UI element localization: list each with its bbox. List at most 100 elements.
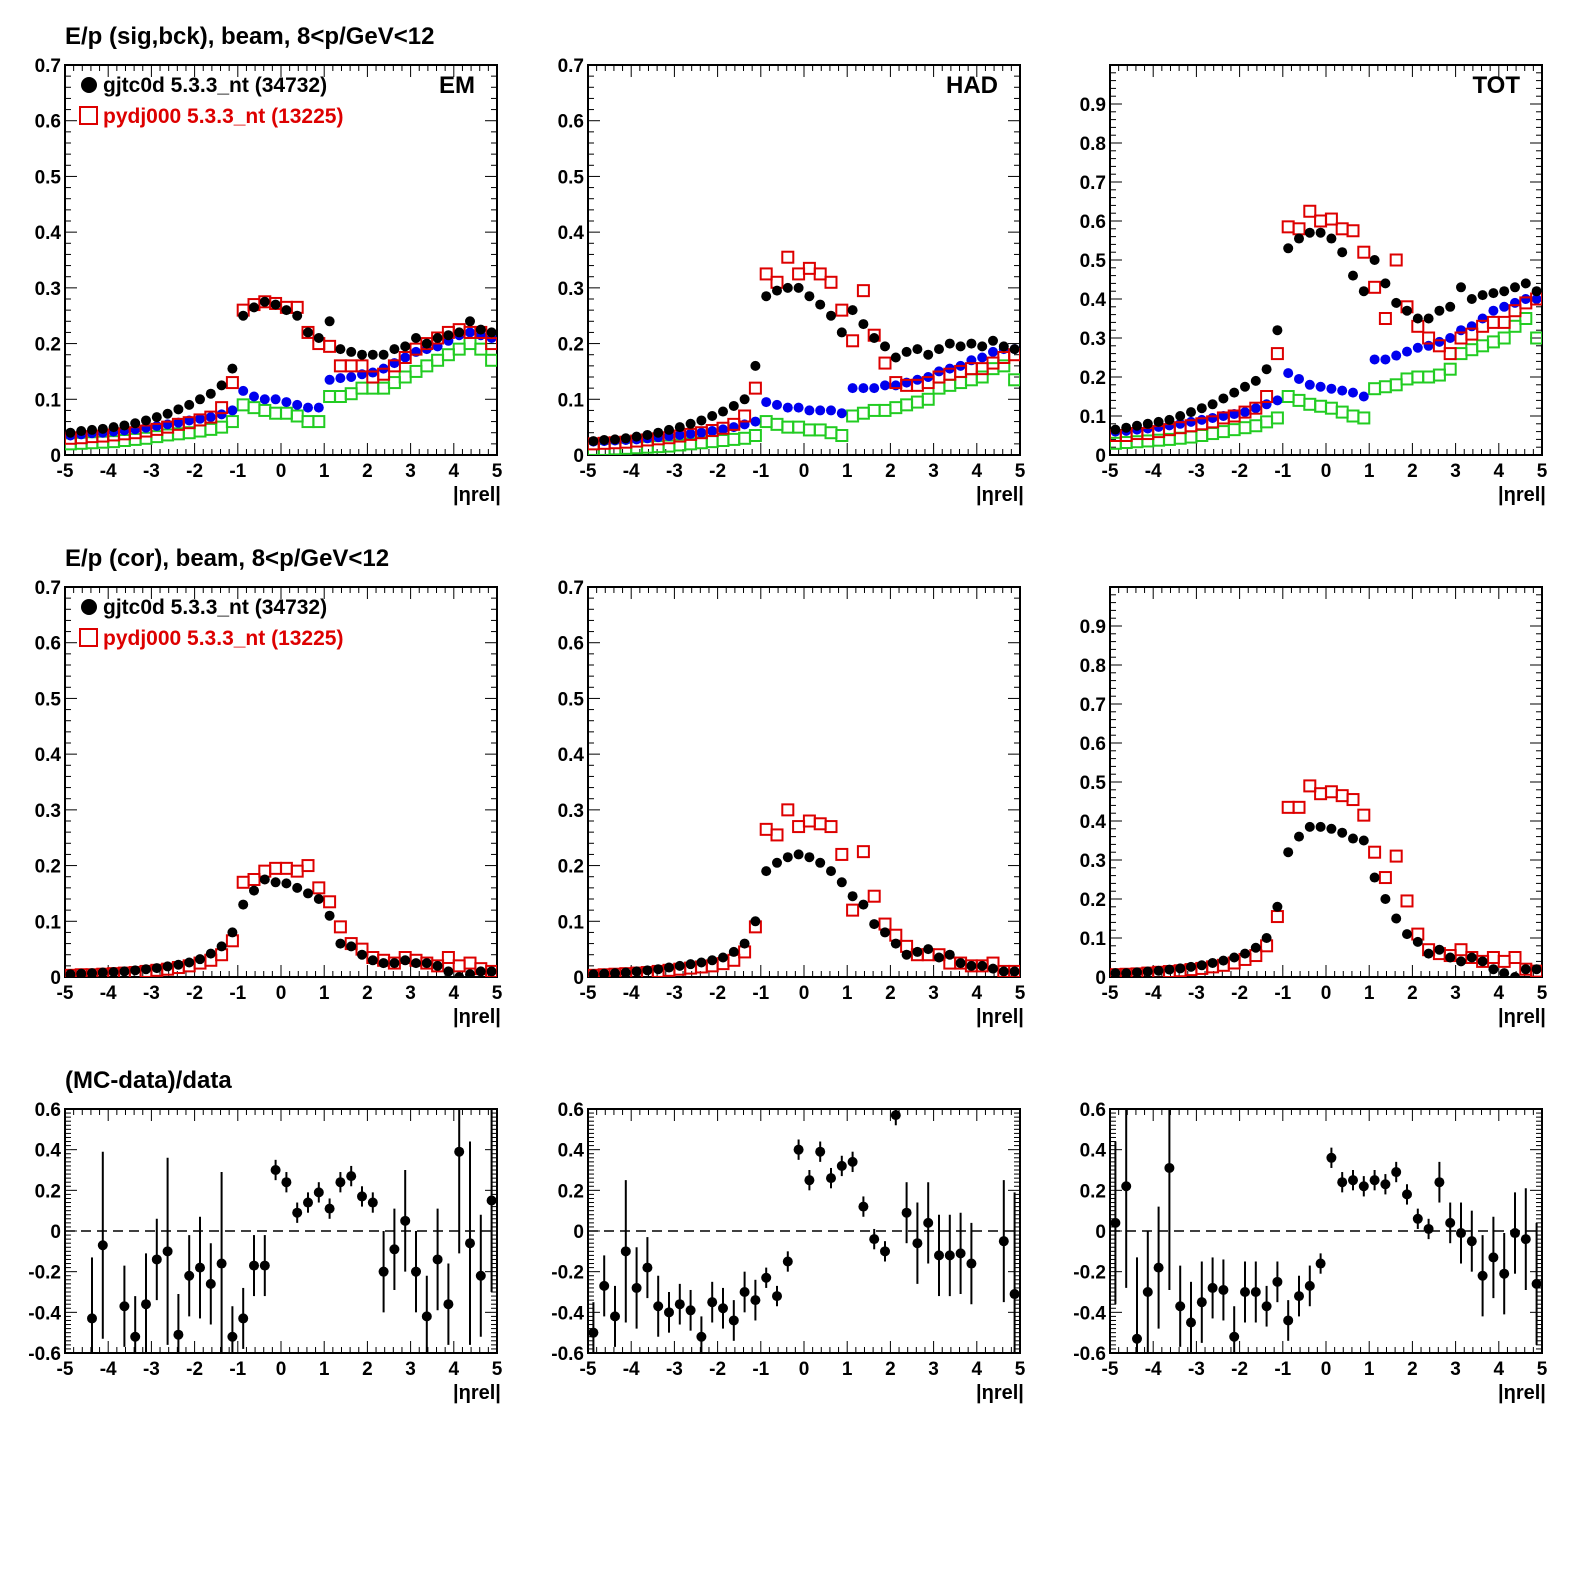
point-mc (792, 420, 806, 434)
point-reco (1283, 368, 1294, 379)
point-data (1434, 305, 1445, 316)
y-tick-label: 0.9 (1080, 95, 1106, 116)
point-mc (1324, 785, 1338, 799)
point-data (324, 1203, 335, 1214)
x-tick-label: -1 (752, 1359, 769, 1380)
point-mc (355, 359, 369, 373)
point-data (292, 882, 303, 893)
point-data (1348, 270, 1358, 281)
point-data (1294, 831, 1304, 842)
point-mc (1432, 368, 1446, 382)
panel-r1-c0: -5 -4 -3 -2 -1 0 1 2 3 4 5 0 0.1 0.2 0.3 0.4 0.5 0.6 0.7 |η… (35, 578, 503, 1028)
point-reco (249, 391, 259, 402)
point-data (1380, 1179, 1391, 1190)
y-tick-label: 0.3 (35, 279, 61, 300)
x-tick-label: 1 (1364, 1359, 1375, 1380)
point-data (108, 422, 119, 433)
point-data (620, 1246, 631, 1257)
point-data (270, 877, 281, 888)
x-tick-label: 0 (276, 983, 287, 1004)
point-mc (452, 959, 466, 973)
x-tick-label: 3 (928, 461, 939, 482)
point-data (804, 852, 815, 863)
point-data (1229, 952, 1240, 963)
point-mc (1519, 312, 1533, 325)
y-tick-label: 0.7 (1080, 173, 1106, 194)
x-tick-label: -5 (580, 983, 597, 1004)
point-mc (975, 370, 989, 384)
point-data (130, 965, 141, 976)
point-mc (333, 390, 347, 403)
point-mc (1497, 954, 1511, 968)
point-data (1348, 1175, 1358, 1186)
point-mc (867, 889, 881, 903)
point-data (1380, 278, 1391, 289)
point-data (119, 1301, 130, 1312)
point-data (1186, 961, 1196, 972)
point-reco (1229, 409, 1240, 420)
point-data (76, 426, 87, 437)
point-data (313, 894, 324, 904)
point-data (1283, 847, 1294, 858)
point-mc (878, 403, 892, 417)
y-tick-label: -0.6 (28, 1344, 61, 1365)
x-tick-label: -5 (1102, 983, 1119, 1004)
x-tick-label: -2 (1231, 983, 1248, 1004)
point-data (674, 960, 685, 971)
y-tick-label: 0.4 (35, 223, 62, 244)
x-tick-label: 3 (928, 1359, 939, 1380)
point-reco (836, 408, 847, 419)
point-data (966, 960, 977, 971)
point-mc (727, 432, 741, 446)
x-tick-label: -5 (580, 1359, 597, 1380)
point-data (1132, 420, 1142, 431)
x-tick-label: -3 (143, 983, 160, 1004)
point-reco (151, 421, 162, 432)
point-mc (1303, 779, 1317, 793)
point-mc (792, 267, 806, 281)
x-tick-label: 0 (1321, 983, 1332, 1004)
point-mc (770, 417, 784, 431)
x-tick-label: -2 (709, 461, 726, 482)
point-reco (227, 405, 238, 416)
point-mc (128, 432, 142, 446)
point-reco (1358, 391, 1369, 402)
point-data (1315, 227, 1326, 238)
point-data (303, 1197, 313, 1208)
x-tick-label: 3 (1450, 461, 1461, 482)
point-data (1391, 913, 1402, 924)
point-mc (856, 284, 870, 298)
point-data (750, 360, 761, 371)
point-data (357, 949, 367, 960)
point-data (1348, 833, 1358, 844)
point-reco (324, 374, 335, 385)
x-tick-label: 4 (449, 983, 460, 1004)
point-reco (1510, 297, 1520, 308)
point-data (1250, 942, 1261, 953)
point-data (1153, 965, 1164, 976)
point-data (195, 1262, 205, 1273)
point-data (804, 1175, 815, 1186)
point-mc (1346, 409, 1360, 423)
point-mc (846, 409, 860, 423)
point-data (335, 344, 346, 355)
point-mc (1130, 435, 1144, 449)
x-tick-label: 2 (362, 983, 373, 1004)
row-title-ratio: (MC-data)/data (65, 1067, 232, 1094)
point-mc (1389, 378, 1403, 392)
x-tick-label: 4 (972, 461, 983, 482)
point-data (346, 941, 357, 952)
point-mc (161, 428, 175, 442)
point-reco (1218, 411, 1229, 421)
point-data (454, 972, 465, 977)
point-mc (1476, 339, 1490, 353)
point-mc (640, 440, 654, 454)
y-tick-label: 0.2 (1080, 1181, 1106, 1202)
point-reco (685, 428, 696, 439)
point-data (826, 866, 836, 877)
x-tick-label: 3 (405, 983, 416, 1004)
point-data (1456, 956, 1466, 967)
x-tick-label: -1 (752, 983, 769, 1004)
point-data (977, 960, 988, 971)
point-mc (1249, 419, 1263, 433)
